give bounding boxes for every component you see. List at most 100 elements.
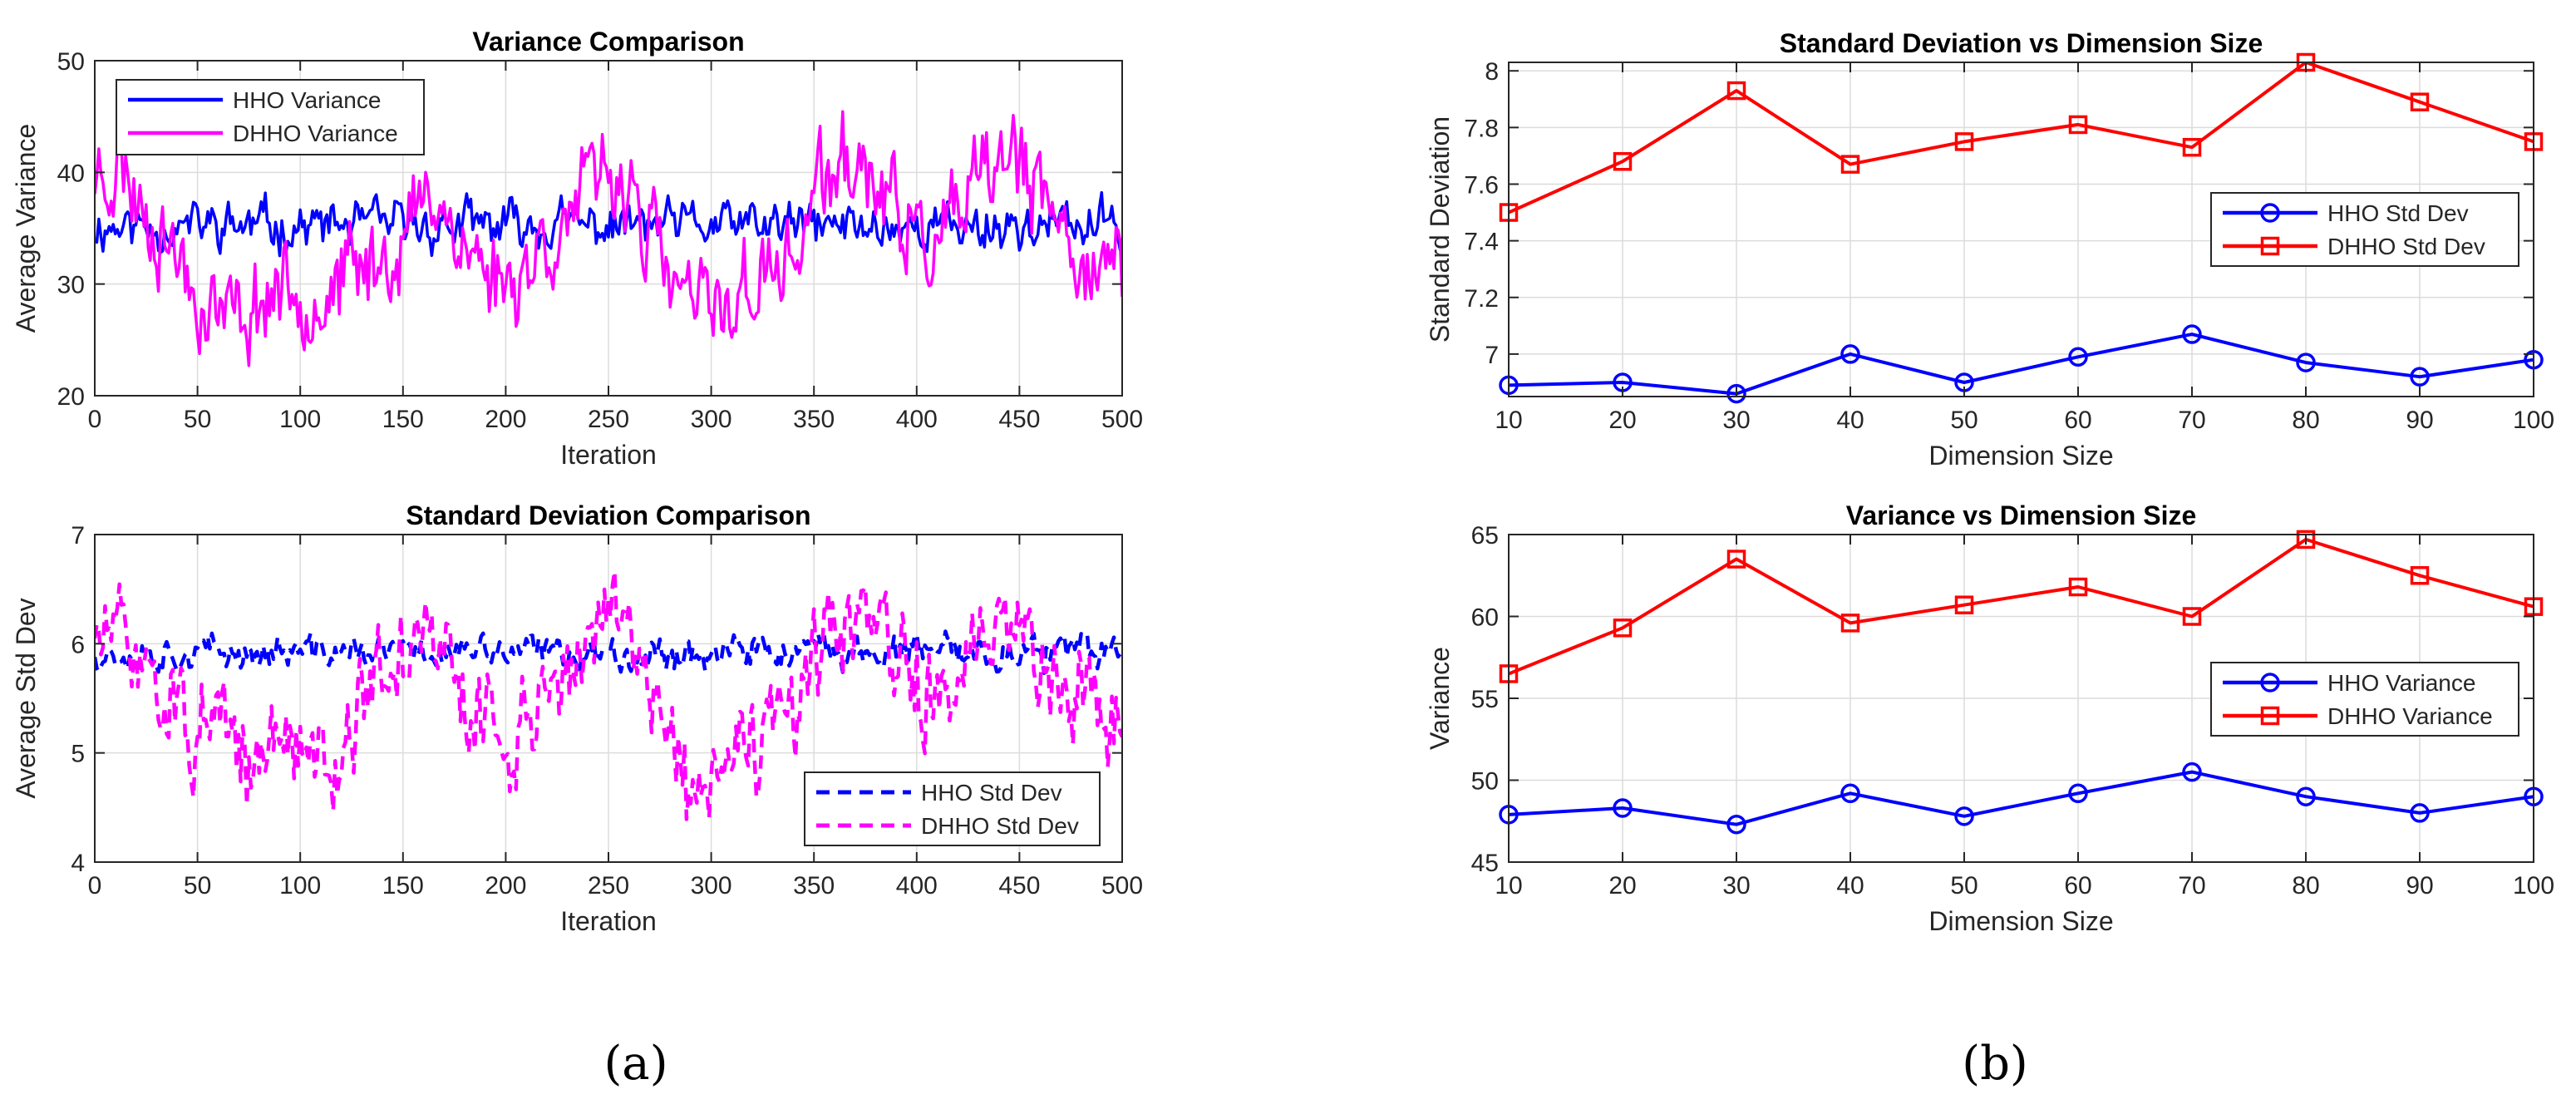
- x-tick-label: 100: [279, 872, 321, 900]
- x-tick-label: 50: [1950, 407, 1978, 434]
- x-tick-label: 350: [793, 872, 835, 900]
- x-tick-label: 350: [793, 406, 835, 433]
- series-line-dhho-std-dev: [1509, 62, 2534, 214]
- x-tick-label: 20: [1608, 407, 1636, 434]
- caption-a: (a): [603, 1037, 667, 1091]
- caption-b: (b): [1962, 1037, 2028, 1091]
- x-tick-label: 300: [691, 872, 732, 900]
- data-point-dhho-std-dev-70: [2182, 137, 2202, 157]
- x-tick-label: 0: [88, 406, 102, 433]
- x-tick-label: 200: [485, 872, 526, 900]
- x-tick-label: 250: [588, 406, 629, 433]
- x-axis-label: Iteration: [560, 440, 657, 470]
- y-tick-label: 5: [71, 741, 85, 768]
- legend-label: DHHO Std Dev: [921, 813, 1079, 839]
- chart-panel-2: 0 50 100 150 200 250 300 350 400 450 500 4 5 6 7 Standa…: [11, 500, 1143, 936]
- data-point-dhho-variance-60: [2068, 577, 2088, 597]
- x-tick-label: 40: [1836, 872, 1864, 900]
- x-tick-label: 400: [896, 872, 938, 900]
- data-point-dhho-std-dev-40: [1840, 155, 1860, 174]
- legend-label: DHHO Std Dev: [2327, 234, 2485, 259]
- y-tick-label: 30: [57, 272, 85, 299]
- chart-panel-4: 10 20 30 40 50 60 70 80 90 100 45 50 55 60 65 Variance …: [1425, 500, 2554, 936]
- x-tick-label: 80: [2292, 407, 2319, 434]
- x-tick-label: 60: [2064, 872, 2091, 900]
- chart-panel-3: 10 20 30 40 50 60 70 80 90 100 7 7.2 7.4 7.6 7.8 8 Stand…: [1425, 28, 2554, 471]
- data-point-hho-variance-70: [2182, 762, 2202, 782]
- legend-label: DHHO Variance: [2327, 703, 2493, 729]
- y-axis-label: Average Variance: [11, 124, 41, 333]
- x-tick-label: 50: [184, 872, 211, 900]
- y-tick-label: 60: [1471, 604, 1499, 632]
- legend: HHO Variance DHHO Variance: [116, 79, 425, 155]
- data-point-dhho-std-dev-60: [2068, 115, 2088, 135]
- x-tick-label: 450: [998, 872, 1040, 900]
- data-point-hho-variance-80: [2296, 786, 2316, 806]
- y-axis-label: Average Std Dev: [11, 598, 41, 798]
- x-tick-label: 100: [279, 406, 321, 433]
- data-point-hho-variance-20: [1613, 798, 1633, 818]
- data-point-dhho-variance-90: [2410, 566, 2430, 585]
- data-point-dhho-variance-70: [2182, 607, 2202, 626]
- data-point-dhho-variance-40: [1840, 614, 1860, 633]
- x-tick-label: 50: [1950, 872, 1978, 900]
- chart-title: Variance Comparison: [472, 27, 744, 57]
- x-tick-label: 450: [998, 406, 1040, 433]
- chart-title: Standard Deviation vs Dimension Size: [1780, 28, 2263, 58]
- x-tick-label: 150: [382, 406, 424, 433]
- legend-marker: [2260, 673, 2280, 693]
- legend: HHO Variance DHHO Variance: [2210, 662, 2519, 737]
- y-tick-label: 65: [1471, 522, 1499, 550]
- legend-marker: [2260, 706, 2280, 726]
- x-axis-label: Dimension Size: [1928, 441, 2113, 471]
- x-tick-label: 400: [896, 406, 938, 433]
- y-tick-label: 7.4: [1464, 229, 1499, 256]
- legend-marker: [2260, 236, 2280, 256]
- y-tick-label: 7.8: [1464, 115, 1499, 142]
- data-point-hho-std-dev-60: [2068, 347, 2088, 367]
- data-point-hho-variance-90: [2410, 803, 2430, 823]
- x-tick-label: 40: [1836, 407, 1864, 434]
- y-tick-label: 6: [71, 631, 85, 658]
- data-point-dhho-variance-80: [2296, 530, 2316, 550]
- y-tick-label: 8: [1485, 58, 1499, 86]
- data-point-dhho-std-dev-50: [1954, 132, 1974, 151]
- chart-title: Variance vs Dimension Size: [1846, 500, 2197, 530]
- x-tick-label: 200: [485, 406, 526, 433]
- data-point-hho-variance-60: [2068, 783, 2088, 804]
- x-tick-label: 100: [2513, 872, 2554, 900]
- y-axis-label: Variance: [1425, 647, 1455, 750]
- data-point-dhho-std-dev-20: [1613, 151, 1633, 171]
- series-line-hho-std-dev: [1509, 333, 2534, 396]
- y-tick-label: 55: [1471, 686, 1499, 713]
- y-tick-label: 4: [71, 850, 85, 877]
- x-tick-label: 10: [1495, 872, 1522, 900]
- legend-box: [116, 79, 425, 155]
- chart-title: Standard Deviation Comparison: [406, 500, 810, 530]
- y-tick-label: 50: [1471, 768, 1499, 796]
- x-tick-label: 70: [2178, 407, 2205, 434]
- x-tick-label: 90: [2406, 872, 2433, 900]
- x-tick-label: 250: [588, 872, 629, 900]
- data-point-hho-std-dev-40: [1840, 344, 1860, 364]
- legend: HHO Std Dev DHHO Std Dev: [2210, 192, 2519, 267]
- x-tick-label: 500: [1101, 406, 1143, 433]
- data-point-hho-std-dev-80: [2296, 352, 2316, 372]
- series-line-dhho-variance: [1509, 537, 2534, 676]
- x-axis-label: Iteration: [560, 906, 657, 936]
- data-point-dhho-std-dev-90: [2410, 92, 2430, 111]
- x-tick-label: 100: [2513, 407, 2554, 434]
- x-tick-label: 30: [1722, 407, 1750, 434]
- chart-panel-1: 0 50 100 150 200 250 300 350 400 450 500 20 30 40 50 Va…: [11, 27, 1143, 470]
- x-tick-label: 500: [1101, 872, 1143, 900]
- y-tick-label: 50: [57, 48, 85, 76]
- data-point-dhho-variance-30: [1726, 550, 1746, 569]
- data-point-hho-variance-50: [1954, 806, 1974, 826]
- data-point-dhho-std-dev-30: [1726, 81, 1746, 101]
- legend-label: DHHO Variance: [233, 121, 398, 146]
- legend-label: HHO Variance: [233, 87, 381, 113]
- x-tick-label: 90: [2406, 407, 2433, 434]
- axes-frame: [1508, 62, 2534, 397]
- series-line-dhho-variance: [95, 110, 1122, 367]
